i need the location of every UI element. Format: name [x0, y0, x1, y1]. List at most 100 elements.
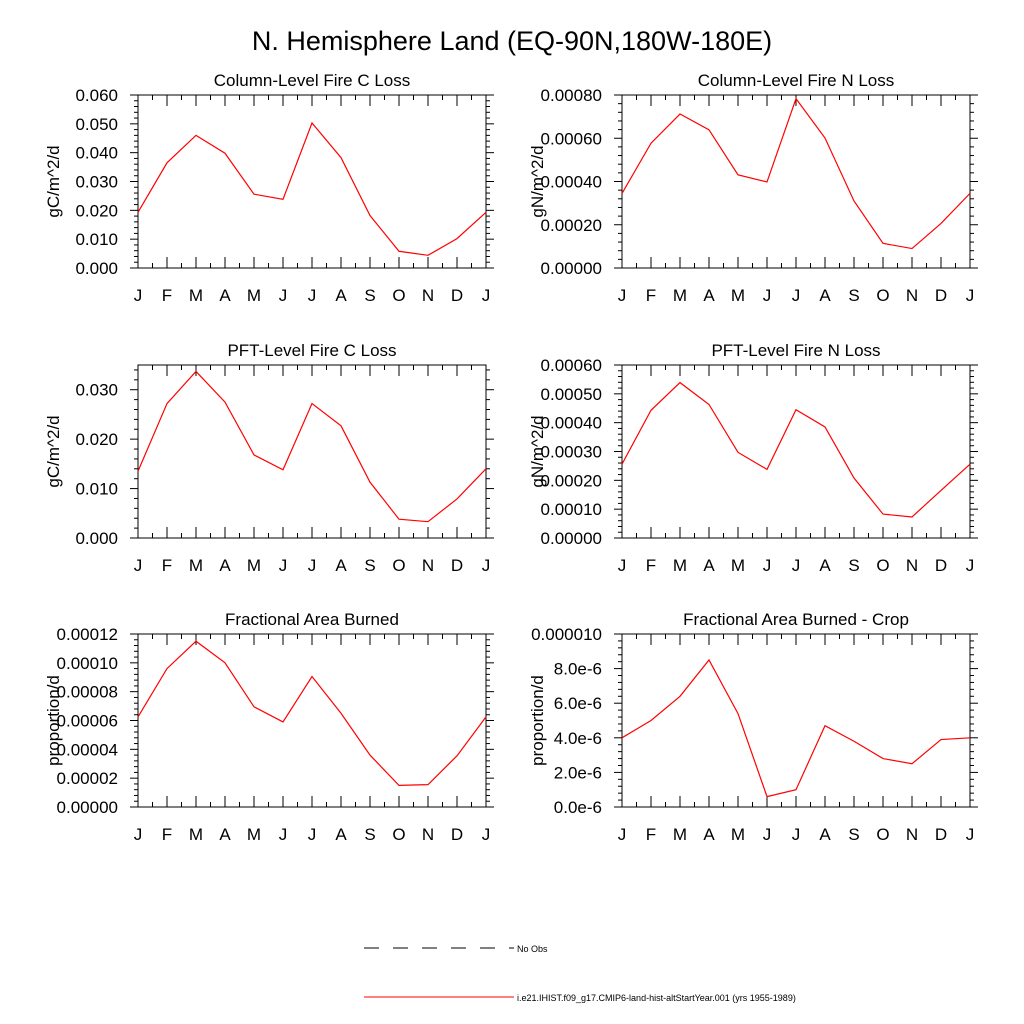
y-tick-label: 0.040	[75, 144, 118, 163]
series-line	[621, 381, 971, 518]
x-tick-label: M	[189, 556, 203, 575]
x-tick-label: J	[618, 825, 627, 844]
y-axis-label: gN/m^2/d	[528, 145, 547, 217]
x-tick-label: O	[392, 286, 405, 305]
x-tick-label: M	[189, 286, 203, 305]
series-line	[137, 121, 487, 256]
y-tick-label: 0.020	[75, 201, 118, 220]
legend-item-1: No Obs	[364, 944, 548, 954]
plot-frame	[137, 633, 487, 808]
y-tick-label: 0.000010	[531, 625, 602, 644]
x-tick-label: J	[763, 556, 772, 575]
x-tick-label: A	[335, 556, 347, 575]
x-tick-label: M	[189, 825, 203, 844]
x-tick-label: M	[731, 825, 745, 844]
y-tick-label: 0.030	[75, 381, 118, 400]
chart-title: Fractional Area Burned - Crop	[683, 610, 909, 629]
x-tick-label: F	[162, 286, 172, 305]
y-tick-label: 0.060	[75, 86, 118, 105]
x-tick-label: M	[247, 286, 261, 305]
x-tick-label: J	[792, 825, 801, 844]
x-tick-label: S	[364, 286, 375, 305]
x-tick-label: M	[673, 286, 687, 305]
plot-frame	[621, 94, 971, 269]
plot-frame	[137, 94, 487, 269]
legend-item-2: i.e21.IHIST.f09_g17.CMIP6-land-hist-altS…	[364, 993, 796, 1003]
y-tick-label: 0.00010	[57, 654, 118, 673]
y-tick-label: 0.000	[75, 529, 118, 548]
x-tick-label: J	[308, 286, 317, 305]
x-tick-label: J	[618, 286, 627, 305]
x-tick-label: D	[451, 286, 463, 305]
x-tick-label: M	[673, 825, 687, 844]
x-tick-label: J	[482, 825, 491, 844]
x-tick-label: A	[219, 825, 231, 844]
chart-title: Column-Level Fire N Loss	[698, 71, 895, 90]
y-tick-label: 0.010	[75, 230, 118, 249]
x-tick-label: J	[134, 286, 143, 305]
y-axis-label: proportion/d	[528, 675, 547, 766]
y-tick-label: 8.0e-6	[554, 660, 602, 679]
x-tick-label: S	[848, 825, 859, 844]
x-tick-label: J	[279, 825, 288, 844]
x-tick-label: N	[906, 286, 918, 305]
x-tick-label: J	[763, 825, 772, 844]
series-line	[137, 370, 487, 523]
x-tick-label: J	[279, 556, 288, 575]
x-tick-label: N	[422, 825, 434, 844]
figure-title: N. Hemisphere Land (EQ-90N,180W-180E)	[252, 26, 772, 56]
y-tick-label: 0.00020	[541, 216, 602, 235]
x-tick-label: J	[792, 556, 801, 575]
y-tick-label: 0.030	[75, 173, 118, 192]
legend-label: i.e21.IHIST.f09_g17.CMIP6-land-hist-altS…	[517, 993, 796, 1003]
chart-title: Column-Level Fire C Loss	[214, 71, 411, 90]
x-tick-label: M	[731, 556, 745, 575]
x-tick-label: O	[876, 825, 889, 844]
x-tick-label: A	[819, 825, 831, 844]
x-tick-label: S	[364, 556, 375, 575]
y-tick-label: 0.020	[75, 430, 118, 449]
x-tick-label: J	[966, 556, 975, 575]
x-tick-label: J	[966, 286, 975, 305]
x-tick-label: F	[162, 825, 172, 844]
y-tick-label: 0.00030	[541, 443, 602, 462]
x-tick-label: J	[134, 556, 143, 575]
plot-frame	[621, 633, 971, 808]
x-tick-label: J	[308, 825, 317, 844]
x-tick-label: M	[673, 556, 687, 575]
x-tick-label: A	[703, 556, 715, 575]
x-tick-label: N	[906, 556, 918, 575]
x-tick-label: J	[792, 286, 801, 305]
chart-title: PFT-Level Fire N Loss	[711, 341, 880, 360]
x-tick-label: A	[219, 286, 231, 305]
x-tick-label: F	[646, 286, 656, 305]
x-tick-label: M	[247, 825, 261, 844]
x-tick-label: D	[451, 556, 463, 575]
x-tick-label: M	[731, 286, 745, 305]
y-axis-label: proportion/d	[44, 675, 63, 766]
y-tick-label: 0.00020	[541, 471, 602, 490]
x-tick-label: F	[646, 556, 656, 575]
y-tick-label: 2.0e-6	[554, 763, 602, 782]
y-tick-label: 0.00050	[541, 385, 602, 404]
x-tick-label: D	[935, 825, 947, 844]
x-tick-label: J	[482, 286, 491, 305]
x-tick-label: D	[451, 825, 463, 844]
x-tick-label: D	[935, 286, 947, 305]
x-tick-label: O	[876, 286, 889, 305]
legend-label: No Obs	[517, 944, 548, 954]
x-tick-label: A	[335, 286, 347, 305]
y-axis-label: gN/m^2/d	[528, 415, 547, 487]
y-tick-label: 0.00080	[541, 86, 602, 105]
x-tick-label: N	[422, 556, 434, 575]
x-tick-label: O	[392, 556, 405, 575]
y-tick-label: 0.050	[75, 115, 118, 134]
y-tick-label: 0.00040	[541, 173, 602, 192]
legend: No Obs i.e21.IHIST.f09_g17.CMIP6-land-his…	[364, 944, 796, 1003]
x-tick-label: J	[482, 556, 491, 575]
x-tick-label: J	[308, 556, 317, 575]
